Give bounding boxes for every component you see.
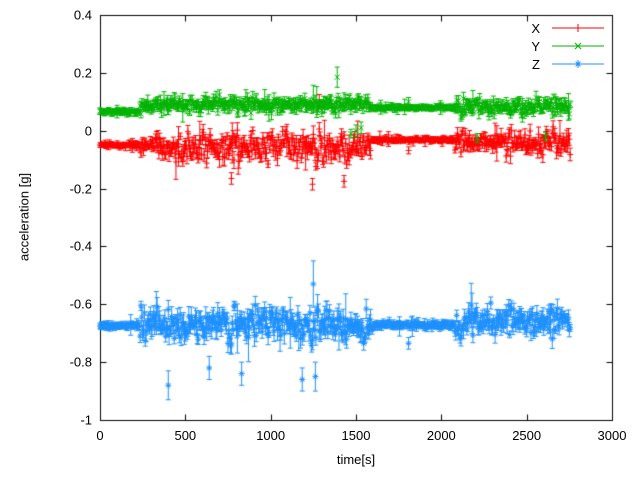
legend-entry-y: Y	[531, 38, 606, 54]
x-tick-label: 2000	[426, 428, 456, 443]
legend-label: Y	[531, 38, 540, 54]
x-tick-label: 0	[96, 428, 104, 443]
x-tick-label: 3000	[597, 428, 627, 443]
x-tick-label: 2500	[512, 428, 542, 443]
y-tick-label: 0.4	[73, 7, 92, 23]
y-tick-label: -0.2	[69, 181, 92, 197]
legend-entry-x: X	[531, 20, 606, 36]
x-tick-label: 1000	[256, 428, 286, 443]
legend-sample-star-marker	[552, 60, 604, 68]
x-tick-label: 1500	[341, 428, 371, 443]
y-tick-label: 0	[84, 123, 92, 139]
y-tick-label: -0.8	[69, 354, 92, 370]
y-tick-label: 0.2	[73, 65, 92, 81]
x-axis-title: time[s]	[336, 452, 376, 467]
legend-sample-cross-marker	[552, 42, 604, 50]
x-tick-label: 500	[174, 428, 197, 443]
legend-label: X	[531, 20, 540, 36]
y-tick-label: -1	[80, 412, 92, 428]
legend-sample-plus-marker	[552, 24, 604, 32]
y-tick-label: -0.6	[69, 296, 92, 312]
legend-label: Z	[532, 56, 540, 72]
y-tick-label: -0.4	[69, 238, 92, 254]
legend-entry-z: Z	[531, 56, 606, 72]
